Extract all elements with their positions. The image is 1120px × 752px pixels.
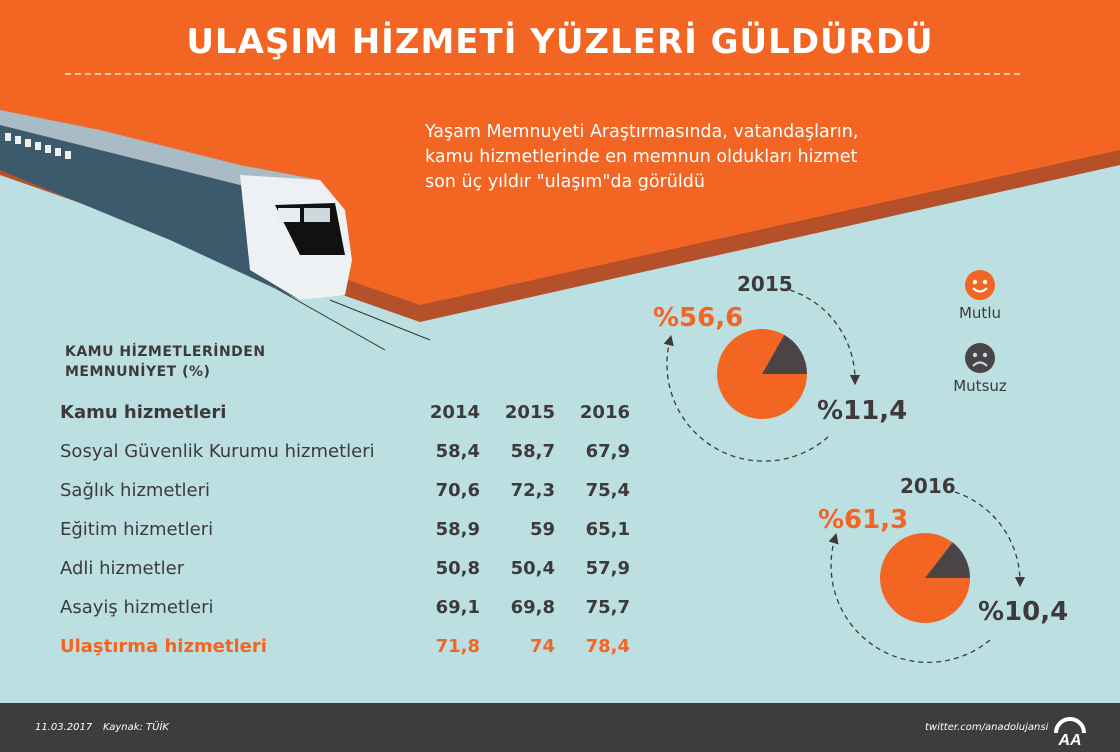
aa-logo: AA: [1054, 717, 1086, 747]
service-name: Sağlık hizmetleri: [60, 480, 211, 501]
smiley-icon: [965, 270, 995, 300]
pie-slice-unhappy: [925, 542, 970, 578]
svg-text:AA: AA: [1057, 732, 1081, 747]
value-2014: 70,6: [435, 480, 480, 501]
pie-2016-unhappy-label: %10,4: [978, 597, 1069, 627]
table-row: Eğitim hizmetleri 58,9 59 65,1: [60, 510, 630, 549]
pie-2015-year: 2015: [737, 272, 793, 296]
pie-2015: [717, 328, 807, 420]
title-divider: [65, 73, 1020, 75]
satisfaction-table: Kamu hizmetleri 2014 2015 2016 Sosyal Gü…: [60, 393, 630, 666]
value-2016: 75,7: [585, 597, 630, 618]
value-2014: 71,8: [435, 636, 480, 657]
legend-unhappy-label: Mutsuz: [953, 377, 1007, 395]
service-name: Asayiş hizmetleri: [60, 597, 214, 618]
footer-source: Kaynak: TÜİK: [103, 722, 169, 733]
intro-line: Yaşam Memnuyeti Araştırmasında, vatandaş…: [425, 122, 859, 142]
train-illustration: [0, 110, 431, 351]
legend-happy-label: Mutlu: [958, 304, 1001, 322]
intro-text: Yaşam Memnuyeti Araştırmasında, vatandaş…: [425, 120, 945, 195]
section-title-line: MEMNUNİYET (%): [65, 364, 211, 380]
pie-2015-unhappy-label: %11,4: [817, 396, 908, 426]
value-2016: 65,1: [585, 519, 630, 540]
page-title: ULAŞIM HİZMETİ YÜZLERİ GÜLDÜRDÜ: [186, 22, 934, 62]
pie-2016-happy-label: %61,3: [818, 505, 909, 535]
value-2015: 58,7: [510, 441, 555, 462]
section-title: KAMU HİZMETLERİNDEN MEMNUNİYET (%): [65, 342, 266, 382]
pie-2016: [879, 533, 970, 624]
value-2016: 75,4: [585, 480, 630, 501]
value-2014: 50,8: [435, 558, 480, 579]
rail-line: [269, 284, 386, 351]
footer-date: 11.03.2017: [35, 722, 93, 733]
value-2015: 74: [529, 636, 555, 657]
value-2014: 58,4: [435, 441, 480, 462]
value-2014: 58,9: [435, 519, 480, 540]
footer: 11.03.2017 Kaynak: TÜİK twitter.com/anad…: [0, 703, 1120, 752]
table-row: Sosyal Güvenlik Kurumu hizmetleri 58,4 58,…: [60, 432, 630, 471]
table-row: Asayiş hizmetleri 69,1 69,8 75,7: [60, 588, 630, 627]
rail-line: [329, 299, 431, 341]
pie-slice-unhappy: [762, 334, 807, 374]
arrow-arc: [828, 533, 991, 663]
pie-2016-year: 2016: [900, 474, 956, 498]
service-name: Ulaştırma hizmetleri: [60, 636, 267, 657]
arrow-arc: [954, 491, 1026, 588]
table-row: Adli hizmetler 50,8 50,4 57,9: [60, 549, 630, 588]
service-name: Sosyal Güvenlik Kurumu hizmetleri: [60, 441, 375, 462]
header-2016: 2016: [579, 402, 630, 423]
service-name: Eğitim hizmetleri: [60, 519, 214, 540]
legend-unhappy: Mutsuz: [945, 343, 1015, 395]
header-2015: 2015: [504, 402, 555, 423]
intro-line: kamu hizmetlerinde en memnun oldukları h…: [425, 147, 858, 167]
sad-face-icon: [965, 343, 995, 373]
legend-happy: Mutlu: [945, 270, 1015, 322]
table-row: Sağlık hizmetleri 70,6 72,3 75,4: [60, 471, 630, 510]
service-name: Adli hizmetler: [60, 558, 185, 579]
table-row: Ulaştırma hizmetleri 71,8 74 78,4: [60, 627, 630, 666]
value-2016: 78,4: [585, 636, 630, 657]
value-2016: 67,9: [585, 441, 630, 462]
arrow-arc: [663, 334, 829, 462]
footer-twitter[interactable]: twitter.com/anadolujansi: [925, 722, 1049, 733]
value-2015: 50,4: [510, 558, 555, 579]
pie-2015-happy-label: %56,6: [653, 303, 744, 333]
section-title-line: KAMU HİZMETLERİNDEN: [65, 344, 266, 360]
value-2015: 69,8: [510, 597, 555, 618]
value-2016: 57,9: [585, 558, 630, 579]
table-header: Kamu hizmetleri 2014 2015 2016: [60, 393, 630, 432]
value-2015: 59: [529, 519, 555, 540]
value-2015: 72,3: [510, 480, 555, 501]
value-2014: 69,1: [435, 597, 480, 618]
arrow-arc: [789, 289, 861, 386]
intro-line: son üç yıldır "ulaşım"da görüldü: [425, 172, 705, 192]
header-service: Kamu hizmetleri: [60, 402, 227, 423]
header-2014: 2014: [429, 402, 480, 423]
